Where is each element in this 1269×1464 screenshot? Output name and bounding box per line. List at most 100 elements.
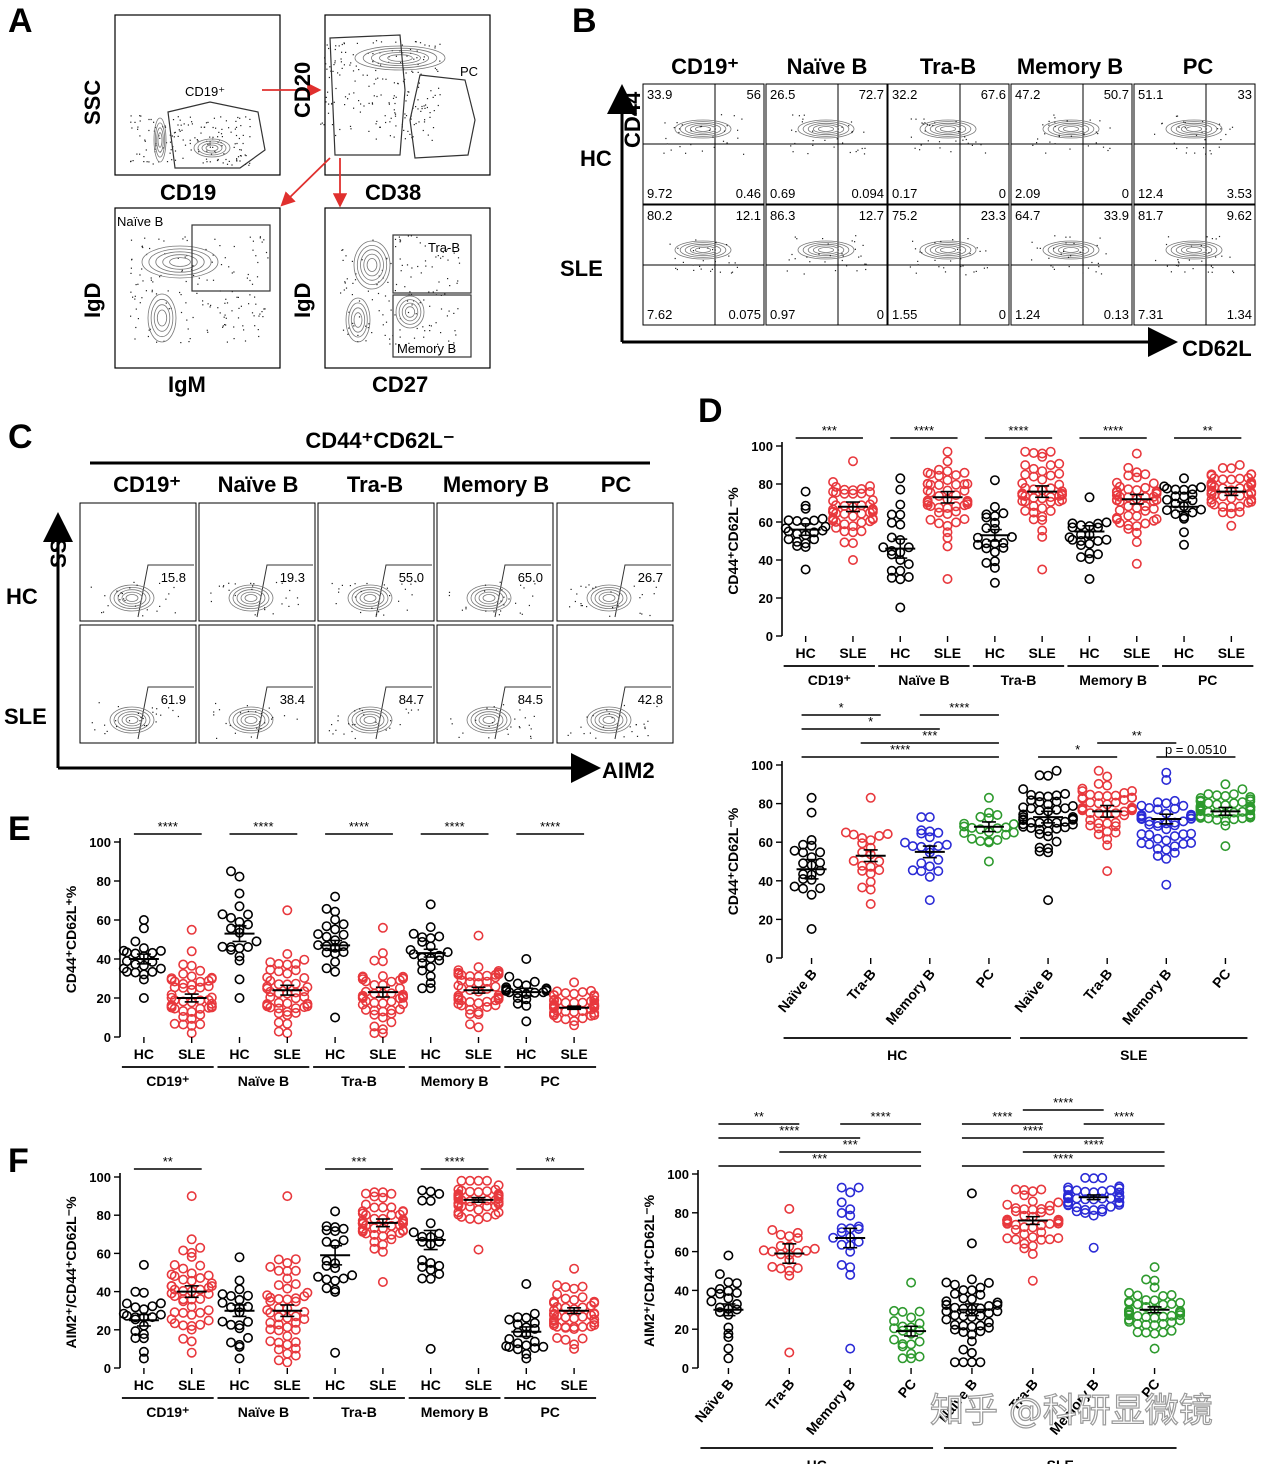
event-dot [180, 311, 183, 314]
data-point [1093, 535, 1104, 546]
event-dot [264, 722, 266, 724]
contour [1175, 243, 1213, 257]
data-point [282, 1357, 293, 1368]
event-dot [165, 302, 167, 304]
event-dot [922, 123, 924, 125]
event-dot [609, 615, 611, 617]
contour [1057, 245, 1085, 255]
event-dot [723, 130, 726, 132]
data-point [847, 456, 858, 467]
data-point [1195, 792, 1206, 803]
event-dot [245, 116, 247, 118]
event-dot [212, 254, 214, 256]
event-dot [384, 334, 386, 336]
event-dot [170, 149, 172, 151]
y-tick-label: 0 [104, 1030, 111, 1045]
event-dot [958, 131, 960, 133]
event-dot [189, 142, 191, 145]
event-dot [1065, 242, 1067, 244]
event-dot [215, 127, 217, 129]
data-point [1036, 1184, 1047, 1195]
event-dot [234, 143, 236, 145]
event-dot [130, 115, 132, 117]
event-dot [135, 326, 137, 329]
data-point [989, 517, 1000, 528]
event-dot [503, 604, 505, 606]
data-point [302, 982, 313, 993]
event-dot [173, 586, 175, 589]
data-point [1158, 1327, 1169, 1338]
data-point [914, 1306, 925, 1317]
data-point [521, 1312, 532, 1323]
event-dot [143, 156, 145, 158]
contour [689, 124, 717, 134]
data-point [330, 1012, 341, 1023]
data-point [907, 841, 918, 852]
event-dot [488, 725, 490, 727]
event-dot [1102, 146, 1105, 148]
data-point [1114, 1197, 1125, 1208]
event-dot [240, 305, 242, 307]
data-point [1010, 1234, 1021, 1245]
data-point [369, 979, 380, 990]
data-point [425, 1195, 436, 1206]
event-dot [202, 162, 204, 164]
data-point [723, 1353, 734, 1364]
event-dot [240, 155, 242, 157]
event-dot [234, 128, 236, 130]
data-point [983, 807, 994, 818]
group-label: Memory B [421, 1404, 489, 1420]
event-dot [222, 586, 224, 588]
event-dot [174, 159, 177, 161]
event-dot [1096, 244, 1098, 247]
event-dot [914, 147, 916, 149]
event-dot [610, 591, 612, 593]
x-category-label: Tra-B [1080, 966, 1115, 1004]
event-dot [331, 103, 333, 105]
data-point [155, 945, 166, 956]
data-point [299, 954, 310, 965]
data-point [377, 922, 388, 933]
quadrant-value-ll: 1.55 [892, 307, 917, 322]
aim2-plot: 55.0 [317, 502, 435, 622]
data-point [273, 1280, 284, 1291]
event-dot [137, 126, 139, 128]
event-dot [854, 241, 856, 243]
x-category-label: PC [895, 1376, 920, 1401]
event-dot [929, 124, 931, 126]
contour [153, 117, 167, 163]
event-dot [181, 129, 183, 131]
event-dot [141, 245, 143, 247]
data-point [784, 1270, 795, 1281]
contour [1057, 124, 1085, 134]
data-point [147, 966, 158, 977]
event-dot [235, 120, 237, 122]
contour [684, 122, 722, 136]
y-tick-label: 0 [682, 1361, 689, 1376]
event-dot [218, 709, 221, 711]
data-point [941, 1296, 952, 1307]
event-dot [164, 125, 166, 127]
event-dot [189, 338, 191, 340]
quadrant-value-ur: 23.3 [981, 208, 1006, 223]
data-point [1093, 765, 1104, 776]
data-point [942, 502, 953, 513]
event-dot [321, 122, 323, 124]
data-point [490, 981, 501, 992]
event-dot [352, 54, 354, 56]
event-dot [454, 330, 456, 332]
data-point [857, 882, 868, 893]
data-point [1045, 446, 1056, 457]
data-point [895, 602, 906, 613]
event-dot [491, 722, 494, 724]
event-dot [458, 736, 460, 738]
event-dot [462, 732, 464, 734]
aim2-plot: 61.9 [79, 624, 197, 744]
contour [689, 245, 717, 255]
event-dot [206, 329, 208, 331]
event-dot [368, 323, 370, 325]
data-point [1002, 1199, 1013, 1210]
data-point [1027, 1196, 1038, 1207]
significance-label: **** [1084, 1137, 1104, 1152]
aim2-percent: 19.3 [280, 570, 305, 585]
